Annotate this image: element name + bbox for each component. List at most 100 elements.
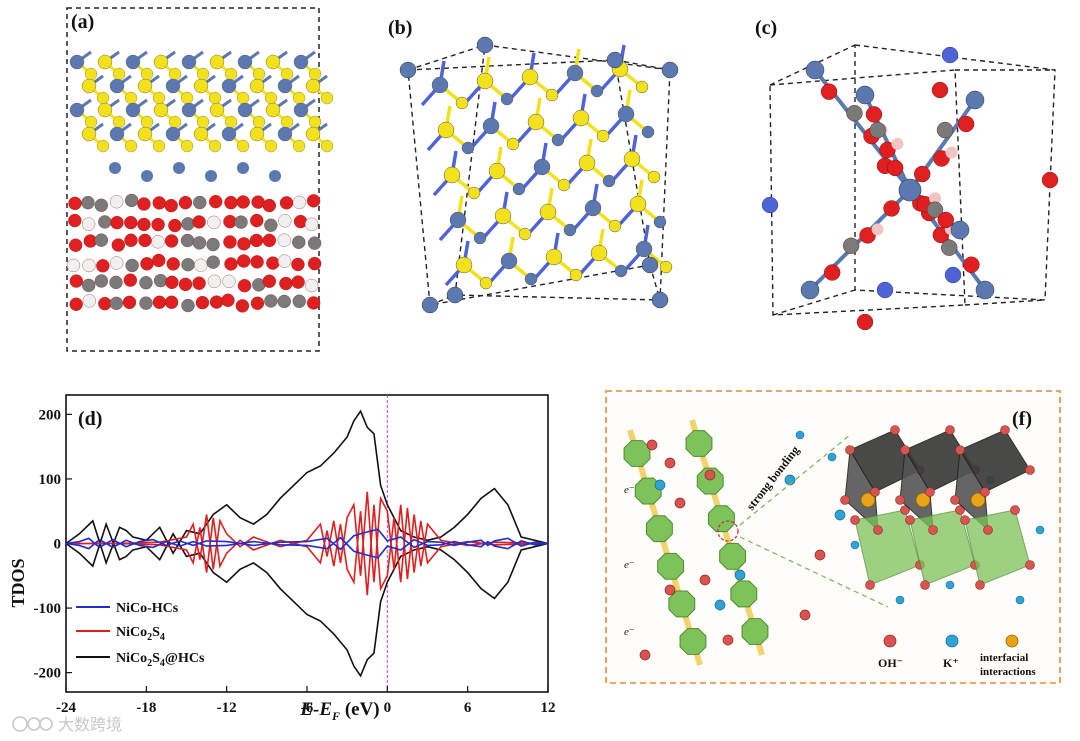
corner-metal-atom bbox=[421, 296, 439, 314]
sulfur-atom bbox=[236, 91, 250, 105]
atom bbox=[109, 78, 125, 94]
sulfur-atom bbox=[264, 91, 278, 105]
legend-oh-icon bbox=[883, 634, 897, 648]
chart-series bbox=[65, 409, 549, 678]
substrate-atom bbox=[195, 295, 210, 310]
metal-atom bbox=[975, 280, 995, 300]
substrate-atom bbox=[277, 294, 291, 309]
framework-atoms bbox=[761, 46, 1059, 331]
central-metal-atom bbox=[898, 178, 922, 202]
substrate-atom bbox=[235, 299, 250, 313]
atom bbox=[936, 121, 954, 139]
y-tick-label: 0 bbox=[54, 537, 62, 553]
sulfur-atom bbox=[292, 91, 306, 105]
watermark: 大数跨境 bbox=[10, 712, 150, 736]
substrate-atom bbox=[151, 217, 165, 232]
substrate-atom bbox=[207, 274, 222, 289]
substrate-atom bbox=[279, 196, 294, 210]
atom bbox=[539, 203, 557, 221]
substrate-atom bbox=[222, 274, 236, 289]
x-tick-label: 6 bbox=[464, 700, 472, 716]
substrate-atom bbox=[124, 215, 138, 230]
y-tick-label: 100 bbox=[39, 472, 62, 488]
x-tick-label: -12 bbox=[217, 700, 237, 716]
oh-ion bbox=[664, 584, 676, 596]
atom bbox=[494, 207, 512, 225]
substrate-atom bbox=[122, 295, 137, 309]
substrate-atom bbox=[307, 256, 322, 271]
electrolyte-ions bbox=[639, 430, 1045, 661]
chain-backbone bbox=[627, 429, 703, 666]
atom bbox=[963, 256, 980, 273]
substrate-atom bbox=[82, 278, 96, 293]
zoom-guide-upper bbox=[739, 434, 851, 526]
atom bbox=[305, 78, 321, 94]
substrate-atom bbox=[82, 294, 96, 308]
substrate-atom bbox=[291, 257, 305, 272]
substrate-atom bbox=[304, 278, 319, 293]
sulfur-atom bbox=[152, 139, 166, 153]
substrate-atom bbox=[209, 295, 224, 309]
panel-f-label: (f) bbox=[1012, 408, 1032, 430]
metal-atom bbox=[205, 170, 217, 182]
carbon-sphere bbox=[719, 542, 747, 570]
metal-atom bbox=[800, 280, 820, 300]
atom bbox=[957, 115, 975, 133]
y-tick-label: 200 bbox=[39, 407, 62, 423]
substrate-atom bbox=[293, 214, 308, 229]
substrate-atom bbox=[94, 198, 108, 212]
atom bbox=[455, 96, 469, 110]
panel-b-label: (b) bbox=[388, 17, 412, 39]
substrate-atom bbox=[277, 254, 292, 268]
sulfur-atom bbox=[252, 115, 266, 129]
oxygen-atom bbox=[1000, 425, 1010, 435]
substrate-atom bbox=[181, 258, 195, 272]
legend-label-nico2s4: NiCo2S4 bbox=[116, 625, 165, 643]
atom bbox=[869, 121, 886, 139]
legend-oh-label: OH⁻ bbox=[878, 656, 903, 670]
atom bbox=[659, 260, 673, 274]
oxygen-atom bbox=[895, 495, 905, 505]
legend-interface-label-1: interfacial bbox=[980, 652, 1028, 664]
sulfur-atom bbox=[168, 67, 182, 81]
sulfur-atom bbox=[112, 67, 126, 81]
oxygen-atom bbox=[905, 515, 915, 525]
atom bbox=[629, 195, 647, 213]
sulfur-atom bbox=[252, 67, 266, 81]
atom bbox=[578, 154, 596, 172]
atom bbox=[482, 117, 500, 135]
metal-atom bbox=[141, 170, 153, 182]
substrate-atom bbox=[251, 195, 265, 209]
substrate-atom bbox=[164, 295, 179, 309]
substrate-atom bbox=[262, 274, 276, 288]
oxygen-atom bbox=[1025, 465, 1035, 475]
y-tick-label: -100 bbox=[34, 601, 62, 617]
sulfide-layer bbox=[69, 50, 334, 182]
substrate-atom bbox=[98, 215, 112, 229]
k-ion bbox=[827, 452, 837, 462]
substrate-atom bbox=[96, 259, 110, 273]
sulfur-atom bbox=[84, 67, 98, 81]
atom bbox=[473, 231, 487, 245]
oxygen-atom bbox=[950, 495, 960, 505]
atom bbox=[293, 54, 309, 70]
electron-label-2: e⁻ bbox=[624, 559, 635, 571]
atom bbox=[551, 133, 565, 147]
panel-a-structure: (a) bbox=[66, 7, 334, 352]
metal-atom bbox=[950, 220, 970, 240]
sulfur-atom bbox=[196, 115, 210, 129]
atom bbox=[557, 178, 571, 192]
substrate-atom bbox=[291, 275, 305, 289]
bonding-highlight-circle bbox=[717, 520, 739, 542]
substrate-atom bbox=[224, 257, 238, 271]
substrate-atom bbox=[138, 233, 152, 248]
substrate-atom bbox=[178, 196, 193, 210]
substrate-atom bbox=[69, 297, 83, 311]
atom bbox=[265, 54, 281, 70]
substrate-atom bbox=[264, 294, 278, 308]
substrate-atom bbox=[168, 218, 182, 233]
atom bbox=[165, 78, 181, 94]
atom bbox=[941, 46, 959, 64]
oxygen-atom bbox=[845, 445, 855, 455]
substrate-atom bbox=[181, 298, 195, 313]
